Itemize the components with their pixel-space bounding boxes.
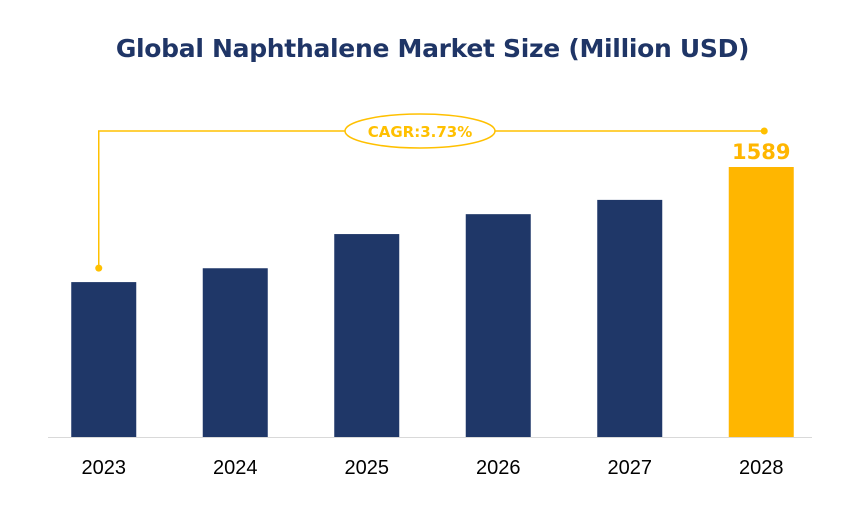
x-tick-label-2027: 2027 bbox=[608, 457, 653, 479]
cagr-ellipse bbox=[344, 113, 496, 149]
cagr-label: CAGR:3.73% bbox=[368, 123, 473, 141]
cagr-start-dot bbox=[95, 264, 103, 272]
cagr-connector-line bbox=[98, 130, 765, 269]
bar-2028 bbox=[728, 167, 794, 437]
data-label-2028: 1589 bbox=[732, 140, 790, 164]
bar-2026 bbox=[465, 214, 531, 437]
x-tick-label-2023: 2023 bbox=[82, 457, 127, 479]
bar-2025 bbox=[334, 234, 400, 437]
bar-2024 bbox=[202, 268, 268, 437]
x-tick-label-2026: 2026 bbox=[476, 457, 521, 479]
chart-title: Global Naphthalene Market Size (Million … bbox=[115, 34, 750, 63]
x-tick-label-2024: 2024 bbox=[213, 457, 258, 479]
x-tick-label-2025: 2025 bbox=[345, 457, 390, 479]
bar-2023 bbox=[71, 282, 137, 437]
cagr-end-dot bbox=[760, 127, 768, 135]
bar-2027 bbox=[597, 199, 663, 437]
x-tick-label-2028: 2028 bbox=[739, 457, 784, 479]
